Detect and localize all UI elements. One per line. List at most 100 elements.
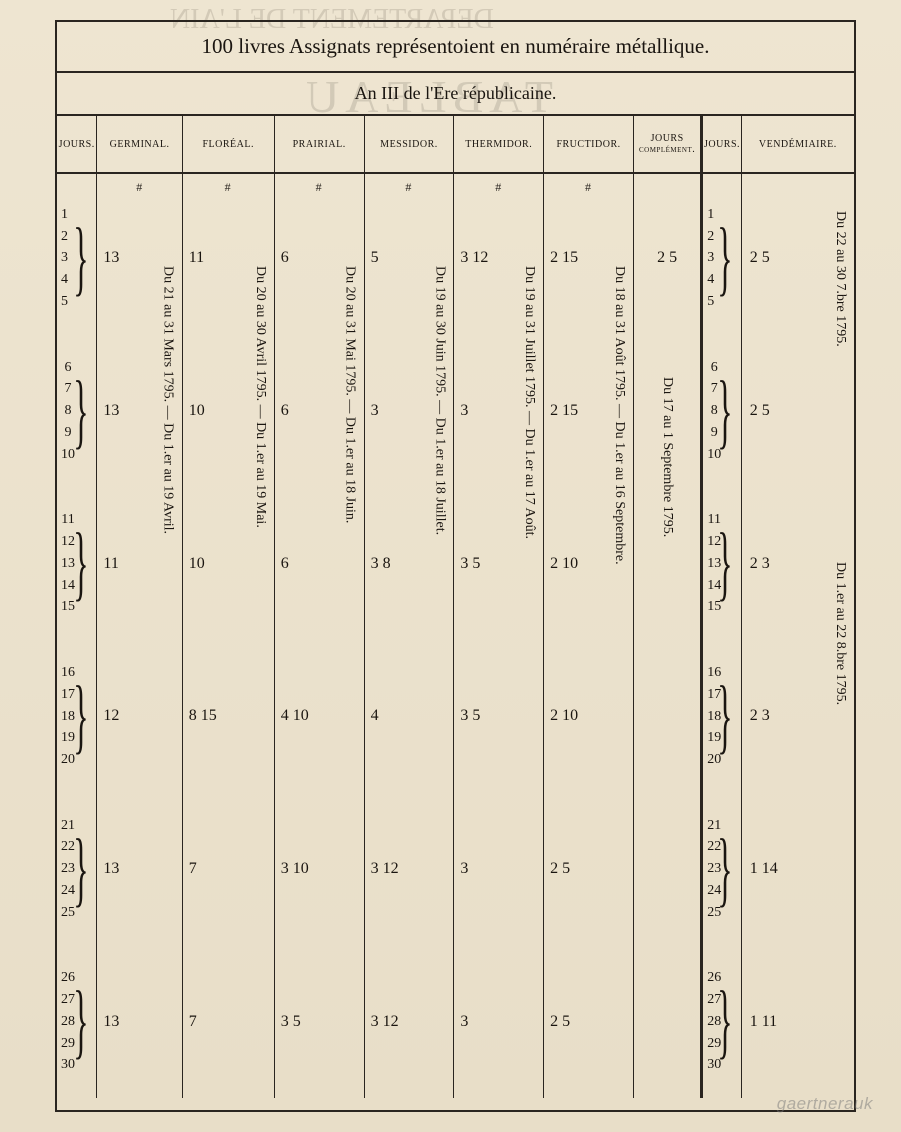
table-value: 2 5 (550, 860, 570, 878)
col-header: PRAIRIAL. (275, 116, 365, 172)
curly-brace-icon: } (73, 687, 88, 746)
grid-column: Du 21 au 31 Mars 1795. — Du 1.er au 19 A… (97, 174, 182, 1098)
table-value: 3 12 (460, 249, 488, 267)
day-number: 4 (707, 269, 714, 291)
col-header: GERMINAL. (97, 116, 182, 172)
curly-brace-icon: } (717, 229, 732, 288)
subtitle-text: An III de l'Ere républicaine. (355, 83, 557, 103)
table-value: 3 5 (281, 1013, 301, 1031)
hash-mark: # (136, 180, 142, 195)
table-value: 2 15 (550, 402, 578, 420)
table-value: 8 15 (189, 707, 217, 725)
col-header: JOURS. (57, 116, 97, 172)
column-headers: JOURS.GERMINAL.FLORÉAL.PRAIRIAL.MESSIDOR… (57, 116, 854, 174)
table-value: 13 (103, 249, 119, 267)
table-value: 13 (103, 1013, 119, 1031)
table-value: 1 14 (750, 860, 778, 878)
col-header: THERMIDOR. (454, 116, 544, 172)
grid-body: 12345}678910}1112131415}1617181920}21222… (57, 174, 854, 1098)
table-value: 3 (460, 860, 468, 878)
col-header: JOURS complément. (634, 116, 701, 172)
day-number: 5 (707, 291, 714, 313)
col-header: MESSIDOR. (365, 116, 455, 172)
day-number: 3 (61, 247, 68, 269)
table-value: 2 3 (750, 555, 770, 573)
day-number: 2 (707, 226, 714, 248)
table-value: 13 (103, 402, 119, 420)
hash-mark: # (495, 180, 501, 195)
curly-brace-icon: } (73, 534, 88, 593)
table-value: 3 (460, 402, 468, 420)
table-value: 11 (103, 555, 118, 573)
grid-column: 12345}678910}1112131415}1617181920}21222… (701, 174, 741, 1098)
table-value: 6 (281, 402, 289, 420)
col-header: JOURS. (701, 116, 741, 172)
grid-column: Du 19 au 31 Juillet 1795. — Du 1.er au 1… (454, 174, 544, 1098)
table-value: 10 (189, 402, 205, 420)
table-value: 10 (189, 555, 205, 573)
grid-column: Du 20 au 30 Avril 1795. — Du 1.er au 19 … (183, 174, 275, 1098)
grid-column: Du 18 au 31 Août 1795. — Du 1.er au 16 S… (544, 174, 634, 1098)
table-value: 4 (371, 707, 379, 725)
col-header: VENDÉMIAIRE. (742, 116, 854, 172)
table-area: JOURS.GERMINAL.FLORÉAL.PRAIRIAL.MESSIDOR… (57, 116, 854, 1098)
hash-mark: # (405, 180, 411, 195)
curly-brace-icon: } (73, 382, 88, 441)
table-value: 3 (460, 1013, 468, 1031)
curly-brace-icon: } (73, 840, 88, 899)
hash-mark: # (225, 180, 231, 195)
table-value: 3 5 (460, 555, 480, 573)
day-number: 4 (61, 269, 68, 291)
table-value: 7 (189, 1013, 197, 1031)
table-value: 2 5 (750, 249, 770, 267)
day-number: 2 (61, 226, 68, 248)
table-value: 13 (103, 860, 119, 878)
table-value: 2 5 (750, 402, 770, 420)
table-value: 3 10 (281, 860, 309, 878)
watermark: gaertnerauk (777, 1094, 873, 1114)
table-value: 5 (371, 249, 379, 267)
table-value: 2 10 (550, 555, 578, 573)
curly-brace-icon: } (717, 840, 732, 899)
table-value: 3 5 (460, 707, 480, 725)
table-value: 3 (371, 402, 379, 420)
grid-column: Du 19 au 30 Juin 1795. — Du 1.er au 18 J… (365, 174, 455, 1098)
curly-brace-icon: } (717, 992, 732, 1051)
table-value: 3 12 (371, 860, 399, 878)
table-value: 2 5 (634, 249, 700, 267)
table-value: 7 (189, 860, 197, 878)
grid-column: Du 20 au 31 Mai 1795. — Du 1.er au 18 Ju… (275, 174, 365, 1098)
table-value: 6 (281, 249, 289, 267)
table-value: 6 (281, 555, 289, 573)
table-value: 3 8 (371, 555, 391, 573)
grid-column: 12345}678910}1112131415}1617181920}21222… (57, 174, 97, 1098)
day-number: 1 (707, 204, 714, 226)
table-value: 2 3 (750, 707, 770, 725)
day-number: 5 (61, 291, 68, 313)
table-value: 2 5 (550, 1013, 570, 1031)
title-bar: 100 livres Assignats représentoient en n… (57, 22, 854, 73)
table-value: 11 (189, 249, 204, 267)
table-value: 4 10 (281, 707, 309, 725)
day-number: 1 (61, 204, 68, 226)
day-number: 3 (707, 247, 714, 269)
table-value: 1 11 (750, 1013, 777, 1031)
title-text: 100 livres Assignats représentoient en n… (202, 34, 710, 58)
grid-column: Du 22 au 30 7.bre 1795.Du 1.er au 22 8.b… (742, 174, 854, 1098)
curly-brace-icon: } (717, 534, 732, 593)
grid-column: Du 17 au 1 Septembre 1795.2 5 (634, 174, 701, 1098)
table-value: 2 10 (550, 707, 578, 725)
table-value: 3 12 (371, 1013, 399, 1031)
col-header: FRUCTIDOR. (544, 116, 634, 172)
curly-brace-icon: } (73, 992, 88, 1051)
document-frame: 100 livres Assignats représentoient en n… (55, 20, 856, 1112)
curly-brace-icon: } (717, 382, 732, 441)
subtitle-bar: An III de l'Ere républicaine. (57, 73, 854, 116)
col-header: FLORÉAL. (183, 116, 275, 172)
hash-mark: # (316, 180, 322, 195)
hash-mark: # (585, 180, 591, 195)
table-value: 2 15 (550, 249, 578, 267)
curly-brace-icon: } (73, 229, 88, 288)
table-value: 12 (103, 707, 119, 725)
curly-brace-icon: } (717, 687, 732, 746)
